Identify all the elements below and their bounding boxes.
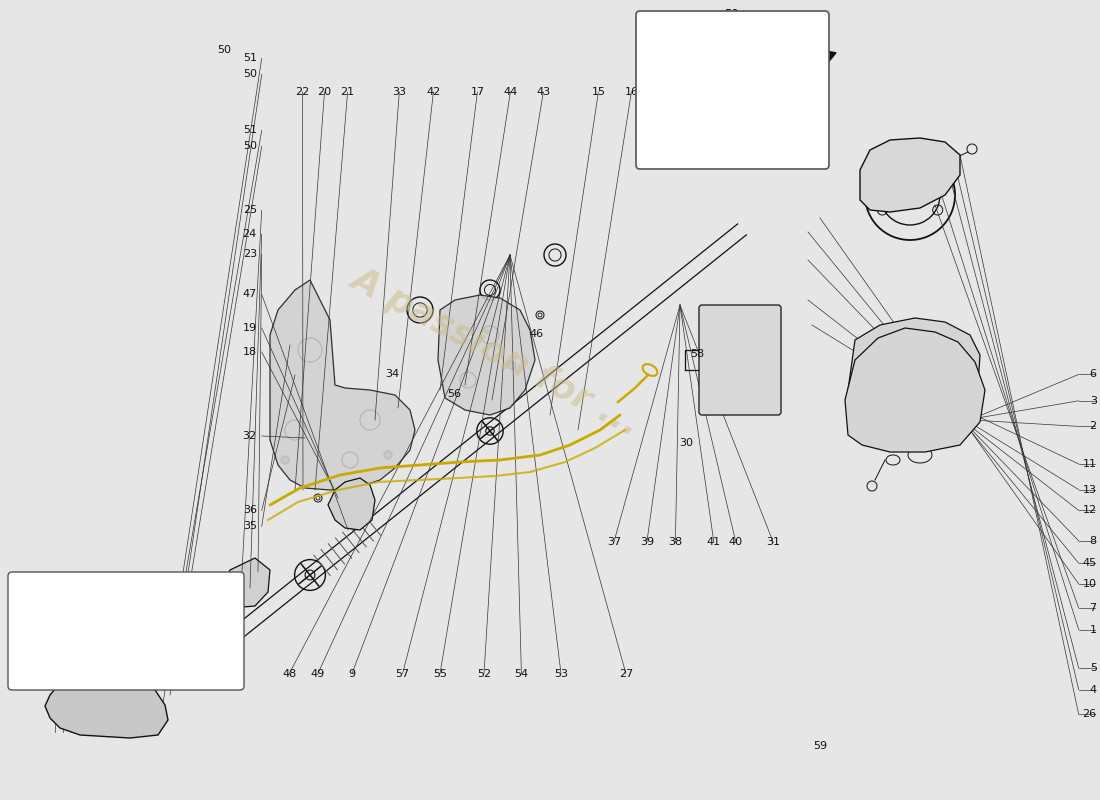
- Text: 47: 47: [243, 290, 256, 299]
- Text: 22: 22: [296, 87, 309, 97]
- Text: 1: 1: [1090, 625, 1097, 634]
- Text: 8: 8: [1090, 536, 1097, 546]
- Text: 52: 52: [477, 669, 491, 678]
- Polygon shape: [737, 38, 836, 69]
- Polygon shape: [218, 558, 270, 608]
- Text: 20: 20: [318, 87, 331, 97]
- Text: 26: 26: [1082, 710, 1097, 719]
- Text: 19: 19: [243, 323, 256, 333]
- Text: Per il kit “chiavi e blocchetti”: Per il kit “chiavi e blocchetti”: [18, 582, 180, 592]
- Polygon shape: [328, 478, 375, 530]
- Text: 25: 25: [243, 206, 256, 215]
- Text: 12: 12: [1082, 506, 1097, 515]
- Text: 27: 27: [619, 669, 632, 678]
- Text: 13: 13: [1082, 485, 1097, 494]
- Text: 28: 28: [723, 117, 736, 127]
- Text: 21: 21: [341, 87, 354, 97]
- Text: 9: 9: [349, 669, 355, 678]
- Text: 4: 4: [1090, 685, 1097, 694]
- Text: 2: 2: [1090, 422, 1097, 431]
- Text: 5: 5: [1090, 663, 1097, 673]
- Text: 58: 58: [691, 350, 704, 359]
- Text: 33: 33: [393, 87, 406, 97]
- Text: 34: 34: [386, 369, 399, 378]
- Text: 55: 55: [433, 669, 447, 678]
- Text: 24: 24: [243, 230, 256, 239]
- Text: 3: 3: [1090, 396, 1097, 406]
- Text: 7: 7: [1090, 603, 1097, 613]
- Text: 30: 30: [756, 87, 769, 97]
- Text: 38: 38: [669, 538, 682, 547]
- Text: 51: 51: [243, 126, 256, 135]
- Text: 54: 54: [515, 669, 528, 678]
- Text: For the  “locks and keys” kit: For the “locks and keys” kit: [18, 618, 176, 628]
- Text: 50: 50: [243, 142, 256, 151]
- Text: 53: 53: [554, 669, 568, 678]
- Text: 29: 29: [723, 87, 736, 97]
- Polygon shape: [848, 318, 980, 438]
- Text: 50: 50: [243, 70, 256, 79]
- Text: 11: 11: [1082, 459, 1097, 469]
- Text: A passion for ...: A passion for ...: [345, 262, 645, 442]
- Text: 35: 35: [243, 522, 256, 531]
- Text: 36: 36: [243, 506, 256, 515]
- Text: 41: 41: [707, 538, 721, 547]
- Text: 48: 48: [283, 669, 296, 678]
- Text: 56: 56: [448, 389, 461, 398]
- Text: 44: 44: [504, 87, 517, 97]
- FancyBboxPatch shape: [698, 305, 781, 415]
- Text: 32: 32: [243, 431, 256, 441]
- Polygon shape: [438, 295, 535, 415]
- Text: vedere Tav.152: vedere Tav.152: [18, 598, 103, 608]
- Polygon shape: [270, 280, 415, 490]
- Text: 14: 14: [690, 87, 703, 97]
- Text: 39: 39: [640, 538, 653, 547]
- Text: see Tab.152: see Tab.152: [18, 634, 86, 644]
- Text: 45: 45: [1082, 558, 1097, 568]
- Text: 40: 40: [729, 538, 743, 547]
- Text: 30: 30: [680, 438, 693, 448]
- Text: 10: 10: [1082, 579, 1097, 589]
- Text: 17: 17: [471, 87, 484, 97]
- Text: 31: 31: [767, 538, 780, 547]
- Text: 23: 23: [243, 250, 256, 259]
- Polygon shape: [860, 138, 960, 212]
- Text: 46: 46: [530, 330, 543, 339]
- Text: 59: 59: [725, 8, 739, 21]
- Text: 16: 16: [625, 87, 638, 97]
- Text: 15: 15: [592, 87, 605, 97]
- FancyBboxPatch shape: [636, 11, 829, 169]
- Text: 51: 51: [243, 54, 256, 63]
- FancyBboxPatch shape: [8, 572, 244, 690]
- Text: 43: 43: [537, 87, 550, 97]
- Text: 42: 42: [427, 87, 440, 97]
- Text: 6: 6: [1090, 370, 1097, 379]
- Polygon shape: [845, 328, 984, 452]
- Text: 49: 49: [311, 669, 324, 678]
- Text: 18: 18: [243, 347, 256, 357]
- Text: 37: 37: [607, 538, 620, 547]
- Text: 50: 50: [218, 45, 231, 54]
- Polygon shape: [45, 678, 168, 738]
- Text: 59: 59: [814, 741, 827, 750]
- Text: 57: 57: [396, 669, 409, 678]
